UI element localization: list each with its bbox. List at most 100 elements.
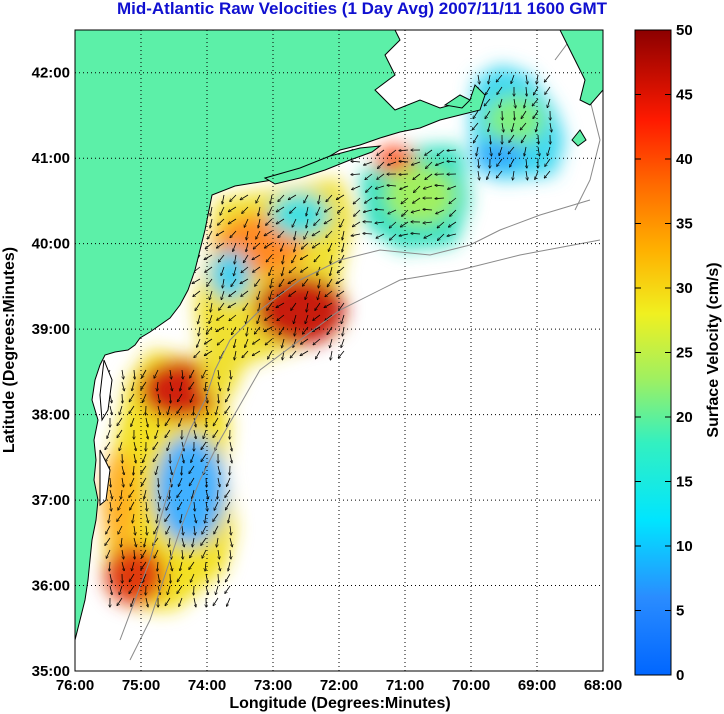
velocity-arrow — [182, 369, 183, 379]
velocity-arrow — [316, 350, 321, 359]
velocity-arrow — [448, 185, 457, 189]
velocity-arrow — [436, 161, 445, 165]
velocity-arrow — [198, 326, 200, 336]
velocity-arrow — [222, 278, 224, 288]
velocity-arrow — [177, 405, 183, 413]
velocity-arrow — [487, 170, 491, 179]
velocity-arrow — [192, 278, 201, 284]
velocity-arrow — [265, 314, 273, 320]
velocity-arrow — [117, 429, 123, 438]
velocity-arrow — [220, 206, 225, 215]
velocity-arrow — [318, 290, 321, 300]
velocity-arrow — [242, 350, 249, 358]
velocity-arrow — [230, 194, 237, 202]
velocity-arrow — [336, 194, 345, 200]
velocity-arrow — [314, 218, 321, 225]
velocity-arrow — [143, 453, 147, 462]
velocity-arrow — [119, 441, 123, 451]
velocity-arrow — [194, 585, 195, 595]
contour-slope — [129, 239, 601, 661]
velocity-arrow — [177, 489, 183, 497]
velocity-arrow — [225, 489, 231, 497]
velocity-arrow — [253, 338, 261, 344]
velocity-arrow — [169, 561, 172, 571]
velocity-arrow — [388, 209, 397, 214]
velocity-arrow — [109, 405, 112, 415]
velocity-arrow — [154, 549, 159, 558]
velocity-arrow — [269, 290, 273, 300]
x-axis-label: Longitude (Degrees:Minutes) — [229, 695, 450, 712]
velocity-arrow — [222, 194, 225, 204]
x-tick-label: 69:00 — [518, 677, 556, 694]
velocity-arrow — [180, 381, 183, 391]
velocity-arrow — [142, 549, 147, 558]
velocity-arrow — [401, 197, 409, 204]
velocity-arrow — [143, 573, 147, 582]
velocity-arrow — [109, 489, 112, 499]
velocity-arrow — [145, 597, 148, 607]
velocity-arrow — [121, 465, 124, 475]
velocity-arrow — [207, 278, 213, 286]
velocity-arrow — [264, 230, 273, 236]
map-title: Mid-Atlantic Raw Velocities (1 Day Avg) … — [116, 0, 608, 18]
velocity-arrow — [276, 218, 285, 224]
velocity-arrow — [375, 185, 385, 189]
velocity-arrow — [435, 198, 445, 199]
velocity-arrow — [231, 278, 237, 287]
velocity-arrow — [496, 170, 503, 178]
velocity-arrow — [179, 597, 183, 606]
velocity-arrow — [225, 585, 231, 593]
velocity-arrow — [352, 185, 361, 190]
x-tick-label: 71:00 — [386, 677, 424, 694]
velocity-arrow — [197, 338, 201, 347]
ri-midshelf — [385, 165, 455, 225]
velocity-arrow — [109, 561, 110, 571]
velocity-arrow — [413, 173, 421, 180]
velocity-arrow — [324, 206, 333, 212]
velocity-arrow — [490, 134, 491, 144]
velocity-arrow — [536, 122, 539, 132]
velocity-arrow — [217, 314, 225, 320]
velocity-arrow — [267, 302, 273, 310]
velocity-arrow — [146, 501, 147, 511]
velocity-arrow — [424, 233, 433, 238]
velocity-arrow — [252, 254, 261, 260]
velocity-arrow — [145, 429, 148, 439]
velocity-arrow — [270, 278, 272, 288]
velocity-arrow — [191, 453, 195, 462]
velocity-arrow — [242, 206, 249, 213]
velocity-arrow — [132, 381, 135, 391]
y-axis-ticks: 35:00 36:00 37:00 38:00 39:00 40:00 41:00 42:00 — [32, 65, 70, 680]
velocity-arrow — [117, 513, 123, 521]
velocity-arrow — [351, 161, 361, 162]
velocity-arrow — [229, 453, 232, 463]
velocity-arrow — [447, 161, 457, 162]
velocity-arrow — [221, 266, 225, 276]
velocity-arrow — [437, 221, 445, 228]
velocity-arrow — [353, 197, 361, 204]
velocity-arrow — [168, 405, 171, 415]
velocity-arrow — [141, 381, 147, 389]
velocity-arrow — [330, 350, 332, 360]
velocity-arrow — [313, 338, 321, 345]
velocity-arrow — [189, 477, 195, 486]
velocity-arrow — [106, 549, 111, 558]
velocity-arrow — [282, 338, 285, 348]
velocity-arrow — [337, 266, 345, 273]
velocity-arrow — [205, 561, 206, 571]
velocity-arrow — [526, 74, 528, 84]
velocity-arrow — [276, 206, 285, 212]
nj-nearshore-slow — [210, 250, 250, 300]
velocity-arrow — [447, 150, 457, 151]
velocity-arrow — [313, 314, 321, 320]
velocity-arrow — [227, 417, 231, 426]
velocity-arrow — [514, 98, 516, 108]
velocity-arrow — [132, 561, 135, 571]
velocity-arrow — [198, 314, 201, 324]
velocity-arrow — [538, 146, 540, 156]
velocity-arrow — [327, 278, 333, 287]
velocity-arrow — [228, 561, 231, 571]
velocity-arrow — [182, 525, 183, 535]
velocity-arrow — [269, 266, 273, 276]
velocity-arrow — [229, 537, 232, 547]
